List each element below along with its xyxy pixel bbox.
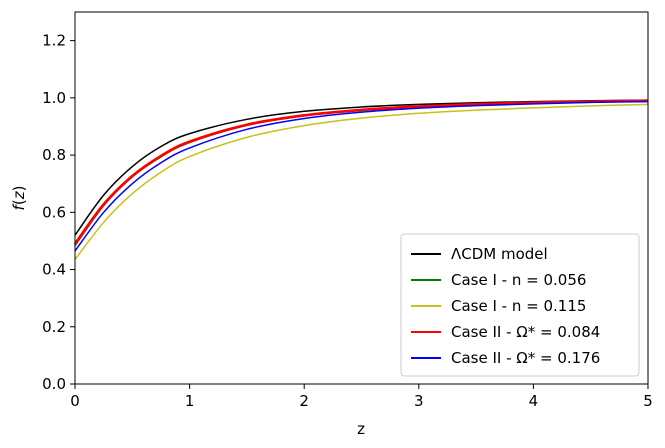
x-tick-label: 3 [414, 392, 424, 410]
y-tick-label: 0.4 [42, 261, 66, 279]
x-tick-label: 1 [185, 392, 195, 410]
y-axis: 0.0 0.2 0.4 0.6 0.8 1.0 1.2 [42, 32, 75, 393]
legend-label-0: ΛCDM model [451, 245, 548, 263]
x-tick-label: 0 [70, 392, 80, 410]
legend-box [400, 233, 640, 377]
legend-label-3: Case II - Ω* = 0.084 [451, 323, 600, 341]
legend-label-1: Case I - n = 0.056 [451, 271, 586, 289]
x-tick-label: 4 [529, 392, 539, 410]
y-tick-label: 0.0 [42, 375, 66, 393]
y-tick-label: 1.2 [42, 32, 66, 50]
plot-lines [73, 99, 649, 260]
y-tick-label: 0.2 [42, 318, 66, 336]
series-line-3 [73, 99, 649, 245]
legend: ΛCDM model Case I - n = 0.056 Case I - n =… [400, 233, 640, 377]
series-line-4 [74, 100, 649, 252]
plot-frame [74, 11, 649, 385]
x-axis-label: z [357, 420, 365, 438]
y-tick-label: 0.8 [42, 146, 66, 164]
x-tick-label: 5 [643, 392, 653, 410]
y-axis-label: f(z) [10, 186, 28, 211]
series-line-2 [74, 103, 649, 260]
x-axis: 0 1 2 3 4 5 [70, 384, 653, 410]
series-line-0 [74, 99, 649, 236]
y-tick-label: 1.0 [42, 89, 66, 107]
x-tick-label: 2 [299, 392, 309, 410]
legend-label-4: Case II - Ω* = 0.176 [451, 349, 600, 367]
legend-label-2: Case I - n = 0.115 [451, 297, 586, 315]
y-tick-label: 0.6 [42, 203, 66, 221]
